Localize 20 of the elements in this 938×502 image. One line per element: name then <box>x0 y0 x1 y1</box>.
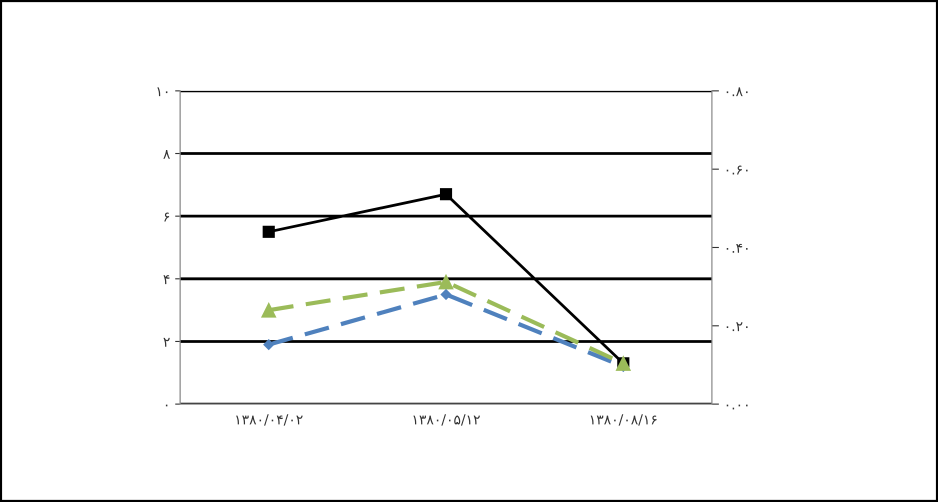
y2-tick-label: ۰.۰۰ <box>726 404 748 410</box>
y2-tick-label: ۰.۴۰ <box>726 244 748 253</box>
x-tick-label: ۱۳۸۰/۰۸/۱۶ <box>590 414 657 426</box>
y-tick-label: ۲ <box>163 338 170 347</box>
y2-tick-label: ۰.۶۰ <box>726 166 748 174</box>
y-tick-label: ۱۰ <box>157 87 168 96</box>
point <box>438 274 454 290</box>
point <box>440 188 452 200</box>
point <box>262 226 275 238</box>
x-tick-label: ۱۳۸۰/۰۵/۱۲ <box>413 414 480 426</box>
y2-tick-label: ۰.۸۰ <box>726 87 748 96</box>
point <box>440 289 452 300</box>
x-tick-label: ۱۳۸۰/۰۴/۰۲ <box>236 414 303 426</box>
y-tick-label: ۶ <box>164 212 170 222</box>
y-tick-label: ۰ <box>166 404 168 406</box>
point <box>263 339 274 350</box>
point <box>261 302 276 318</box>
y-tick-label: ۴ <box>163 275 170 284</box>
y2-tick-label: ۰.۲۰ <box>726 322 748 332</box>
y-tick-label: ۸ <box>163 150 170 159</box>
